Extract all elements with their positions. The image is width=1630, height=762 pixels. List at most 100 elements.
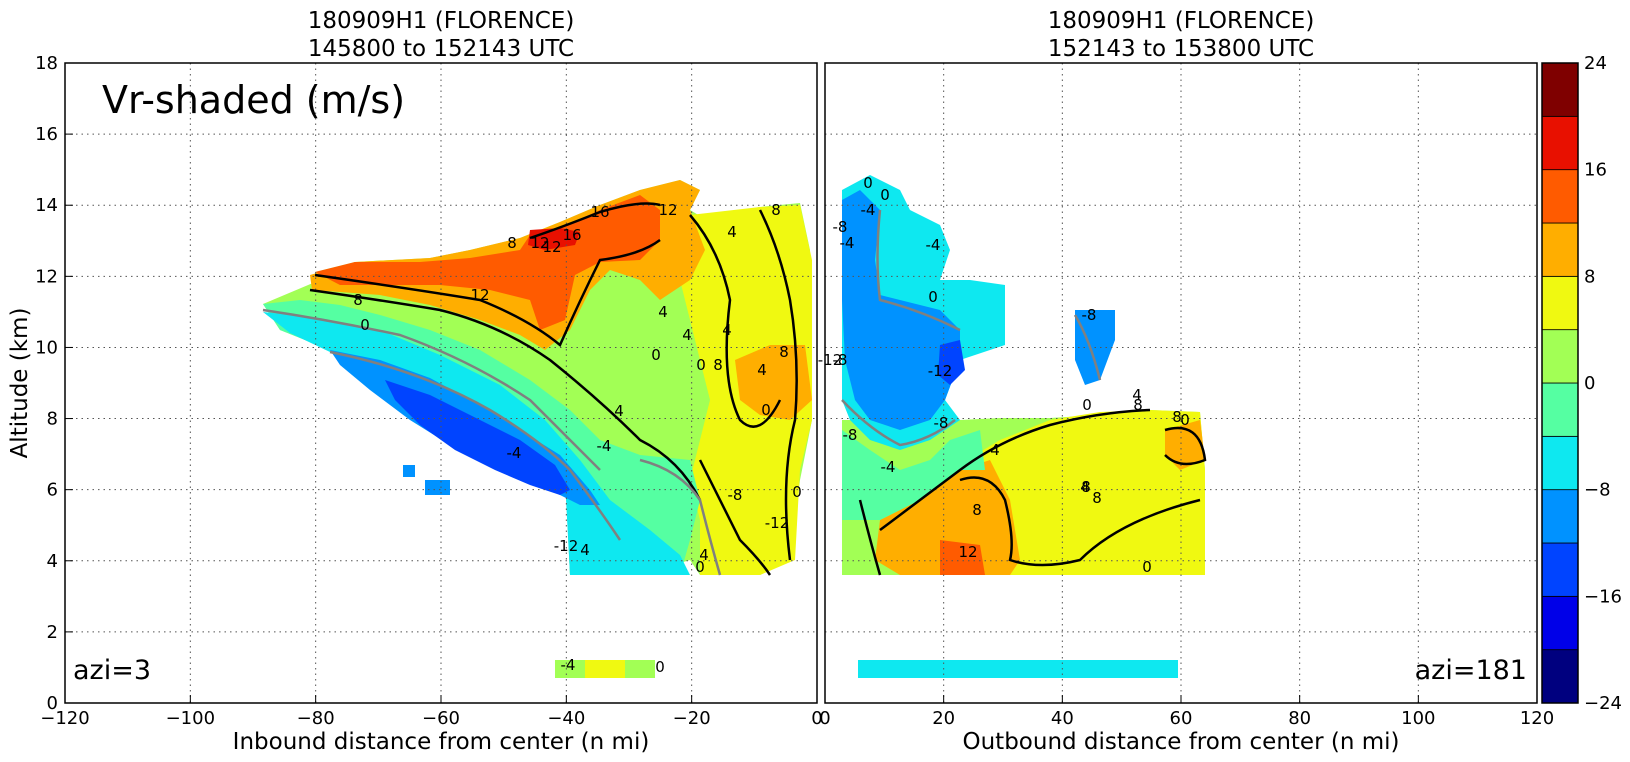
- colorbar-swatch: [1541, 329, 1579, 384]
- x-tick-label: −60: [422, 708, 460, 729]
- right-contour-line-4: [858, 499, 882, 576]
- colorbar-tick-label: 0: [1584, 373, 1595, 394]
- left-title-line1: 180909H1 (FLORENCE): [308, 8, 575, 34]
- right-x-axis-label: Outbound distance from center (n mi): [963, 729, 1400, 755]
- right-title-line2: 152143 to 153800 UTC: [1048, 36, 1314, 62]
- right-field: [842, 175, 1205, 678]
- contour-label: 4: [757, 361, 767, 379]
- x-tick-label: −40: [547, 708, 585, 729]
- contour-label: 4: [580, 541, 590, 559]
- left-x-ticks: −120 −100 −80 −60 −40 −20 0: [40, 695, 823, 729]
- x-tick-label: −120: [40, 708, 89, 729]
- contour-label: 4: [722, 321, 732, 339]
- right-field-patch-lowest: [858, 660, 1178, 678]
- left-field-region-blue: [385, 380, 570, 495]
- x-tick-label: 20: [932, 708, 955, 729]
- right-panel: 00-4-8-40-4-8-12-12-8-8-8-40408488124088…: [818, 8, 1554, 755]
- x-tick-label: −80: [297, 708, 335, 729]
- colorbar-swatch: [1541, 382, 1579, 437]
- contour-label: 0: [1142, 558, 1152, 576]
- contour-label: 0: [761, 401, 771, 419]
- left-y-ticks: 0 2 4 6 8 10 12 14 16 18: [35, 53, 73, 714]
- colorbar-tick-label: 16: [1584, 160, 1607, 181]
- left-field-patch-azure-1: [425, 480, 450, 495]
- y-tick-label: 14: [35, 195, 58, 216]
- right-contour-line-3: [1164, 426, 1207, 466]
- contour-label: -12: [818, 351, 843, 369]
- right-field-region-orange-2: [1165, 420, 1205, 470]
- contour-label: 16: [590, 203, 609, 221]
- contour-label: 4: [1080, 478, 1090, 496]
- contour-label: 8: [1081, 478, 1091, 496]
- left-contour-line-2: [309, 288, 702, 501]
- right-field-region-orange: [875, 460, 1020, 575]
- left-field-region-red-orange: [315, 195, 660, 330]
- right-field-region-blue: [938, 340, 965, 385]
- x-tick-label: 100: [1401, 708, 1435, 729]
- contour-label: -8: [833, 351, 848, 369]
- y-tick-label: 10: [35, 337, 58, 358]
- x-tick-label: −20: [673, 708, 711, 729]
- field-label: Vr-shaded (m/s): [102, 78, 405, 122]
- contour-label: 4: [727, 223, 737, 241]
- contour-label: 0: [360, 316, 370, 334]
- right-contours: [858, 408, 1207, 576]
- left-contour-line-3: [689, 214, 782, 428]
- contour-label: 4: [682, 326, 692, 344]
- contour-label: -12: [554, 537, 579, 555]
- contour-label: -4: [926, 236, 941, 254]
- contour-label: 8: [353, 291, 363, 309]
- colorbar-swatch: [1541, 649, 1579, 704]
- colorbar-swatch: [1541, 222, 1579, 277]
- contour-label: 0: [651, 346, 661, 364]
- colorbar-tick-label: −8: [1584, 480, 1611, 501]
- right-field-region-teal: [842, 430, 985, 520]
- contour-label: 16: [562, 226, 581, 244]
- contour-label: 0: [655, 658, 665, 676]
- left-zero-contour-line-3: [639, 458, 722, 576]
- contour-label: 12: [958, 543, 977, 561]
- right-x-ticks: 0 20 40 60 80 100 120: [819, 695, 1554, 729]
- colorbar-swatch: [1541, 435, 1579, 491]
- right-field-region-red-orange: [940, 540, 985, 575]
- contour-label: -8: [934, 414, 949, 432]
- colorbar-swatch: [1541, 542, 1579, 597]
- contour-label: 0: [696, 356, 706, 374]
- left-contour-line-6: [529, 202, 661, 240]
- x-tick-label: 80: [1288, 708, 1311, 729]
- left-contour-line-4: [758, 209, 798, 561]
- contour-label: 8: [713, 356, 723, 374]
- contour-label: 4: [699, 546, 709, 564]
- contour-label: -12: [928, 362, 953, 380]
- contour-label: 4: [658, 303, 668, 321]
- x-tick-label: −100: [166, 708, 215, 729]
- left-contours: [309, 202, 798, 576]
- contour-label: 12: [542, 238, 561, 256]
- y-tick-label: 18: [35, 53, 58, 74]
- colorbar-swatch: [1541, 115, 1579, 171]
- left-contour-line-1: [314, 238, 661, 348]
- contour-label: 8: [779, 343, 789, 361]
- left-field-patch-yellow: [585, 660, 625, 678]
- contour-label: 0: [695, 558, 705, 576]
- contour-label: 4: [990, 441, 1000, 459]
- contour-label: 8: [1172, 408, 1182, 426]
- y-tick-label: 6: [47, 480, 58, 501]
- left-azimuth-label: azi=3: [73, 655, 151, 686]
- contour-label: 12: [658, 201, 677, 219]
- x-tick-label: 60: [1170, 708, 1193, 729]
- contour-label: 8: [507, 234, 517, 252]
- colorbar-tick-label: 8: [1584, 266, 1595, 287]
- contour-label: -12: [765, 514, 790, 532]
- left-field-patch-azure-2: [403, 465, 415, 477]
- right-zero-contour-line-1: [841, 399, 956, 447]
- x-tick-label: 0: [811, 708, 822, 729]
- contour-label: 8: [1092, 489, 1102, 507]
- y-tick-label: 16: [35, 124, 58, 145]
- left-x-axis-label: Inbound distance from center (n mi): [233, 729, 650, 755]
- x-tick-label: 0: [819, 708, 830, 729]
- y-tick-label: 8: [47, 409, 58, 430]
- y-tick-label: 4: [47, 551, 58, 572]
- contour-label: 8: [972, 501, 982, 519]
